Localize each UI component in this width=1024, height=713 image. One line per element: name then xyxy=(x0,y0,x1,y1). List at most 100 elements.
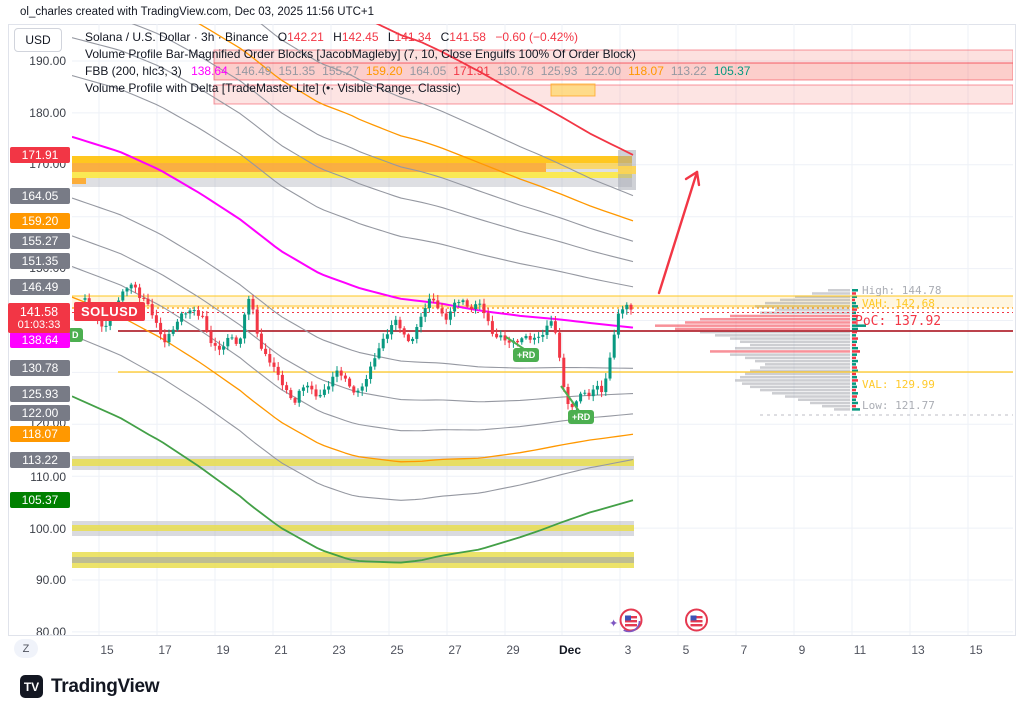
candle-body xyxy=(398,319,402,329)
candle-body xyxy=(293,398,297,403)
order-block-zone xyxy=(72,178,86,184)
price-level-badge: 151.35 xyxy=(10,253,70,269)
candle-body xyxy=(322,389,326,395)
fbb-value: 138.64 xyxy=(191,64,228,78)
candle-body xyxy=(469,306,473,310)
time-tick-label: 15 xyxy=(100,643,114,657)
candle-body xyxy=(369,366,373,380)
time-axis[interactable]: 15 17 19 21 23 25 27 29 Dec 3 5 7 9 11 13 15 xyxy=(8,635,1016,662)
fbb-band-line xyxy=(198,24,634,222)
volume-delta-row xyxy=(852,337,858,340)
price-level-badge: 130.78 xyxy=(10,360,70,376)
candle-body xyxy=(297,390,301,403)
price-tick-label: 100.00 xyxy=(29,522,66,536)
volume-profile-row xyxy=(675,327,850,331)
profile-stat-vah: VAH: 142.68 xyxy=(862,297,935,310)
time-tick-label: 15 xyxy=(969,643,983,657)
candle-body xyxy=(503,335,507,341)
fbb-value: 118.07 xyxy=(628,64,664,78)
candle-body xyxy=(268,354,272,363)
volume-profile-row xyxy=(655,324,850,327)
time-tick-label: 29 xyxy=(506,643,520,657)
candle-body xyxy=(209,331,213,344)
order-block-zone xyxy=(618,166,636,174)
candle-body xyxy=(192,310,196,312)
volume-delta-row xyxy=(852,369,858,373)
volume-delta-row xyxy=(852,408,860,411)
legend-indicator-orderblocks[interactable]: Volume Profile Bar-Magnified Order Block… xyxy=(85,47,636,61)
tradingview-logo-text: TradingView xyxy=(51,675,160,697)
candles xyxy=(83,281,633,413)
price-tick-label: 110.00 xyxy=(30,470,66,484)
candle-body xyxy=(373,358,377,367)
candle-body xyxy=(255,309,259,334)
candle-body xyxy=(562,357,566,387)
price-scale-currency-button[interactable]: USD xyxy=(14,28,62,52)
volume-profile-row xyxy=(742,382,850,385)
fbb-band-line xyxy=(72,197,634,369)
candle-body xyxy=(591,389,595,397)
volume-profile-row xyxy=(745,372,850,376)
us-flag-event-icon[interactable] xyxy=(617,607,644,639)
candle-body xyxy=(352,386,356,393)
volume-delta-row xyxy=(852,305,858,308)
volume-delta-row xyxy=(852,308,857,311)
candle-body xyxy=(583,392,587,394)
candle-body xyxy=(629,304,633,310)
price-tick-label: 180.00 xyxy=(29,106,66,120)
fbb-band-line xyxy=(72,296,634,463)
candle-body xyxy=(121,291,125,301)
volume-delta-row xyxy=(852,340,857,344)
sparkle-icon: ✦ xyxy=(609,618,619,630)
candle-body xyxy=(243,314,247,339)
volume-delta-row xyxy=(852,375,857,379)
profile-stat-high: High: 144.78 xyxy=(862,284,942,297)
candle-body xyxy=(280,374,284,386)
candle-body xyxy=(490,321,494,334)
candle-body xyxy=(625,304,629,310)
candle-body xyxy=(213,343,217,346)
price-level-badge: 171.91 xyxy=(10,147,70,163)
price-level-badge: 155.27 xyxy=(10,233,70,249)
candle-body xyxy=(146,298,150,305)
time-tick-label: 9 xyxy=(798,643,806,657)
volume-profile-row xyxy=(775,308,850,311)
price-level-badge: 159.20 xyxy=(10,213,70,229)
candle-body xyxy=(381,338,385,349)
fbb-value: 164.05 xyxy=(409,64,447,78)
candle-body xyxy=(264,348,268,355)
candle-body xyxy=(196,310,200,316)
us-flag-event-icon[interactable] xyxy=(683,607,710,639)
candle-body xyxy=(104,325,108,327)
volume-delta-row xyxy=(852,401,858,405)
volume-profile-row xyxy=(760,366,850,369)
profile-stat-poc: PoC: 137.92 xyxy=(855,314,942,329)
rd-signal-tag: +RD xyxy=(568,410,595,424)
candle-body xyxy=(125,288,129,292)
candle-body xyxy=(234,337,238,344)
volume-profile-row xyxy=(730,337,850,340)
volume-profile-row xyxy=(750,385,850,389)
volume-profile-row xyxy=(780,298,850,302)
legend-indicator-fbb[interactable]: FBB (200, hlc3, 3) 138.64 146.49 151.35 155… xyxy=(85,64,757,78)
candle-body xyxy=(465,300,469,307)
current-price-badge: 141.58 01:03:33 xyxy=(8,303,70,333)
candle-body xyxy=(612,334,616,358)
time-tick-label: 17 xyxy=(158,643,172,657)
legend-indicator-volume-profile-delta[interactable]: Volume Profile with Delta [TradeMaster L… xyxy=(85,81,461,95)
legend-symbol-row[interactable]: Solana / U.S. Dollar · 3h · Binance O142… xyxy=(85,30,578,44)
fbb-band-line xyxy=(72,75,634,288)
tradingview-logo[interactable]: TV TradingView xyxy=(20,675,160,698)
candle-body xyxy=(150,304,154,316)
tradingview-logo-icon: TV xyxy=(20,675,43,698)
volume-delta-row xyxy=(852,398,856,401)
trend-arrow[interactable] xyxy=(657,170,701,295)
timezone-button[interactable]: Z xyxy=(14,639,38,658)
fbb-band-line xyxy=(72,334,634,501)
candle-body xyxy=(444,313,448,320)
candle-body xyxy=(188,310,192,314)
current-price-value: 141.58 xyxy=(19,305,59,319)
candle-body xyxy=(100,319,104,327)
candle-body xyxy=(616,313,620,335)
fbb-value: 151.35 xyxy=(278,64,316,78)
